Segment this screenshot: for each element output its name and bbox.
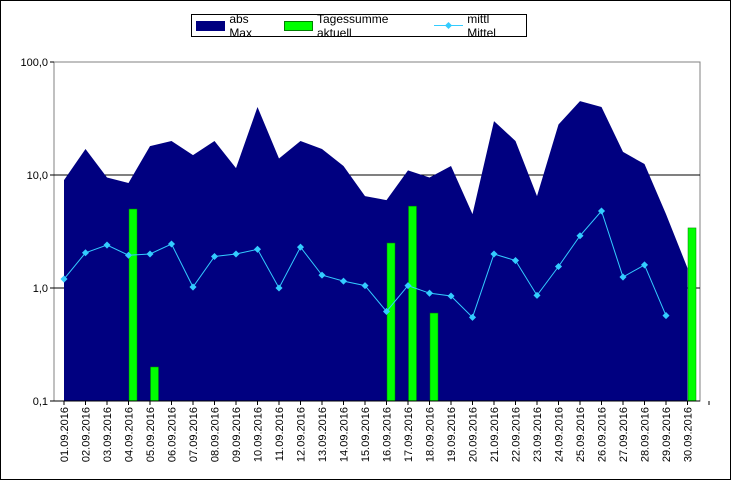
line-point [425,289,434,297]
x-tick-label: 12.09.2016 [296,407,308,462]
line-point [318,271,326,279]
line-point [511,257,520,265]
y-tick-label: 1,0 [33,283,48,295]
line-point [554,262,563,271]
legend-item-mittl-mittel: mittl Mittel [433,11,520,40]
legend-label: mittl Mittel [467,11,496,40]
line-point [232,250,240,258]
x-tick-label: 27.09.2016 [618,407,630,462]
bar [429,312,439,402]
x-tick-label: 11.09.2016 [274,407,286,461]
line-point [447,292,455,300]
bar [128,208,138,402]
x-tick-label: 21.09.2016 [489,407,501,462]
x-tick-label: 18.09.2016 [425,407,437,462]
x-tick-label: 06.09.2016 [167,407,179,462]
x-tick-label: 03.09.2016 [102,407,114,462]
legend-item-abs-max: abs Max [196,12,274,40]
x-tick-label: 28.09.2016 [640,407,652,462]
x-tick-label: 29.09.2016 [661,407,673,462]
line-point [60,275,68,283]
x-tick-label: 13.09.2016 [317,407,329,462]
line-point [361,282,369,290]
line-point [404,282,412,290]
line-point [662,312,670,320]
x-tick-label: 05.09.2016 [145,407,157,462]
x-tick-label: 08.09.2016 [210,407,222,462]
legend-item-tagessumme: Tagessumme aktuell [283,11,424,40]
x-tick-label: 14.09.2016 [339,407,351,462]
line-point [339,277,348,285]
line-point [103,241,111,249]
x-tick-label: 04.09.2016 [124,407,136,462]
legend-label: Tagessumme aktuell [317,11,389,40]
x-tick-label: 07.09.2016 [188,407,200,462]
line-point [253,245,262,253]
line-point [597,207,606,215]
bar [150,366,159,402]
x-tick-label: 22.09.2016 [511,407,523,462]
y-tick-label: 100,0 [20,57,48,69]
x-tick-label: 19.09.2016 [446,407,458,462]
line-series-mittl-mittel [60,207,670,321]
legend-label: abs Max [229,11,252,40]
x-tick-label: 26.09.2016 [597,407,609,462]
line-point [210,252,219,261]
bar [687,227,697,402]
legend-swatch-area [196,20,226,31]
area-abs-max [64,101,688,402]
line-point [146,250,154,258]
line-point [576,232,584,240]
line-point [533,291,541,299]
x-tick-label: 30.09.2016 [683,407,695,462]
line-point [189,283,197,291]
line-point [382,307,391,315]
x-tick-label: 20.09.2016 [468,407,480,462]
area-series-abs-max [64,101,688,402]
x-tick-label: 10.09.2016 [253,407,265,462]
x-tick-label: 09.09.2016 [231,407,243,462]
legend-swatch-line [433,21,464,31]
x-tick-label: 25.09.2016 [575,407,587,462]
legend-swatch-bar [283,20,313,31]
x-tick-label: 17.09.2016 [403,407,415,462]
line-point [468,313,477,321]
x-tick-label: 16.09.2016 [382,407,394,462]
line-point [490,250,498,258]
x-tick-label: 01.09.2016 [59,407,71,462]
line-point [167,240,176,248]
bar [386,242,396,402]
line-point [275,284,283,292]
legend: abs Max Tagessumme aktuell mittl Mittel [191,11,527,40]
x-tick-label: 15.09.2016 [360,407,372,462]
y-tick-label: 0,1 [33,396,48,408]
bar [408,205,417,402]
y-tick-label: 10,0 [27,170,48,182]
x-tick-label: 02.09.2016 [81,407,93,462]
x-tick-label: 23.09.2016 [532,407,544,462]
line-point [81,249,90,257]
line-point [296,243,305,251]
x-tick-label: 24.09.2016 [554,407,566,462]
line-point [640,261,649,269]
line-point [619,273,627,281]
y-axis-ticks: 0,1 1,0 10,0 100,0 [20,57,54,408]
x-axis-ticks: 01.09.2016 02.09.2016 03.09.2016 04.09.2016… [54,400,710,462]
